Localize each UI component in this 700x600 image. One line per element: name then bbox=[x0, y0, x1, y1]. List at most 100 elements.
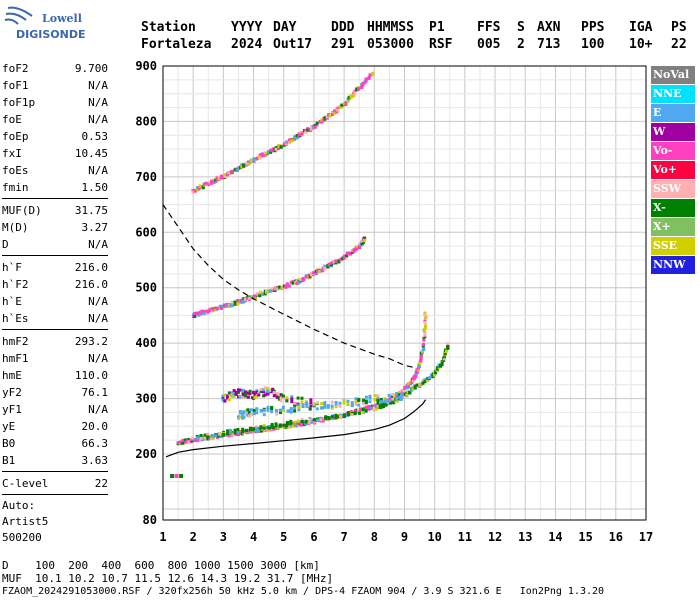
echo-point bbox=[397, 393, 401, 397]
echo-point bbox=[197, 313, 201, 317]
echo-point bbox=[277, 146, 281, 150]
echo-point bbox=[399, 395, 403, 399]
echo-point bbox=[262, 390, 266, 394]
echo-point bbox=[354, 397, 358, 401]
echo-point bbox=[396, 399, 400, 403]
echo-point bbox=[432, 373, 436, 377]
echo-point bbox=[354, 400, 358, 404]
echo-point bbox=[376, 405, 380, 409]
echo-point bbox=[411, 379, 415, 383]
echo-point bbox=[323, 401, 327, 405]
echo-point bbox=[246, 395, 250, 399]
echo-point bbox=[334, 416, 338, 420]
echo-point bbox=[269, 148, 273, 152]
echo-point bbox=[334, 400, 338, 404]
echo-point bbox=[361, 81, 365, 85]
echo-point bbox=[262, 394, 266, 398]
param-name: D bbox=[2, 238, 9, 251]
y-tick-label: 80 bbox=[143, 513, 157, 527]
echo-point bbox=[255, 426, 259, 430]
echo-point bbox=[423, 311, 427, 315]
echo-point bbox=[321, 266, 325, 270]
echo-point bbox=[368, 74, 372, 78]
echo-point bbox=[287, 138, 291, 142]
echo-point bbox=[327, 417, 331, 421]
param-value: 293.2 bbox=[74, 335, 108, 348]
echo-point bbox=[240, 165, 244, 169]
header-label: AXN bbox=[537, 20, 561, 35]
echo-point bbox=[361, 400, 365, 404]
echo-point bbox=[346, 399, 350, 403]
echo-point bbox=[415, 383, 419, 387]
param-value: N/A bbox=[88, 312, 108, 325]
echo-point bbox=[421, 381, 425, 385]
echo-point bbox=[227, 171, 231, 175]
echo-point bbox=[197, 311, 201, 315]
echo-point bbox=[278, 424, 282, 428]
echo-point bbox=[293, 137, 297, 141]
echo-point bbox=[274, 422, 278, 426]
echo-point bbox=[250, 295, 254, 299]
echo-point bbox=[236, 433, 240, 437]
echo-point bbox=[217, 434, 221, 438]
echo-point bbox=[268, 289, 272, 293]
param-name: hmF2 bbox=[2, 335, 29, 348]
param-name: hmE bbox=[2, 369, 22, 382]
echo-point bbox=[364, 401, 368, 405]
echo-point bbox=[364, 79, 368, 83]
echo-point bbox=[392, 400, 396, 404]
echo-point bbox=[304, 420, 308, 424]
echo-point bbox=[215, 306, 219, 310]
param-name: foF2 bbox=[2, 62, 29, 75]
echo-point bbox=[269, 150, 273, 154]
echo-point bbox=[276, 392, 280, 396]
param-value: N/A bbox=[88, 79, 108, 92]
param-name: h`E bbox=[2, 295, 22, 308]
echo-point bbox=[191, 188, 195, 192]
legend-entry: Vo- bbox=[651, 142, 695, 160]
echo-point bbox=[198, 310, 202, 314]
param-name: h`F2 bbox=[2, 278, 29, 291]
echo-point bbox=[433, 370, 437, 374]
echo-point bbox=[293, 420, 297, 424]
echo-point bbox=[376, 397, 380, 401]
echo-point bbox=[285, 140, 289, 144]
echo-point bbox=[380, 403, 384, 407]
param-value: 3.63 bbox=[81, 454, 109, 467]
param-row: foE N/A bbox=[2, 111, 108, 128]
echo-point bbox=[323, 264, 327, 268]
echo-point bbox=[240, 432, 244, 436]
echo-point bbox=[387, 401, 391, 405]
echo-point bbox=[256, 292, 260, 296]
echo-point bbox=[407, 382, 411, 386]
param-row: foEs N/A bbox=[2, 162, 108, 179]
param-name: hmF1 bbox=[2, 352, 29, 365]
chart-grid bbox=[162, 65, 647, 520]
echo-point bbox=[344, 102, 348, 106]
echo-point bbox=[293, 409, 297, 413]
echo-point bbox=[279, 393, 283, 397]
echo-point bbox=[271, 287, 275, 291]
echo-point bbox=[363, 238, 367, 242]
echo-point bbox=[266, 387, 270, 391]
echo-point bbox=[421, 379, 425, 383]
echo-point bbox=[357, 87, 361, 91]
legend-entry: SSW bbox=[651, 180, 695, 198]
echo-point bbox=[252, 412, 256, 416]
echo-point bbox=[368, 396, 372, 400]
echo-point bbox=[233, 431, 237, 435]
echo-point bbox=[419, 382, 423, 386]
echo-point bbox=[330, 404, 334, 408]
echo-point bbox=[371, 73, 375, 77]
echo-point bbox=[406, 390, 410, 394]
echo-point bbox=[310, 127, 314, 131]
echo-point bbox=[250, 430, 254, 434]
echo-point bbox=[174, 474, 179, 478]
echo-point bbox=[385, 400, 389, 404]
x-tick-label: 10 bbox=[427, 530, 441, 544]
header-label: IGA bbox=[629, 20, 653, 35]
echo-point bbox=[266, 408, 270, 412]
echo-point bbox=[195, 186, 199, 190]
echo-point bbox=[383, 397, 387, 401]
echo-point bbox=[323, 267, 327, 271]
